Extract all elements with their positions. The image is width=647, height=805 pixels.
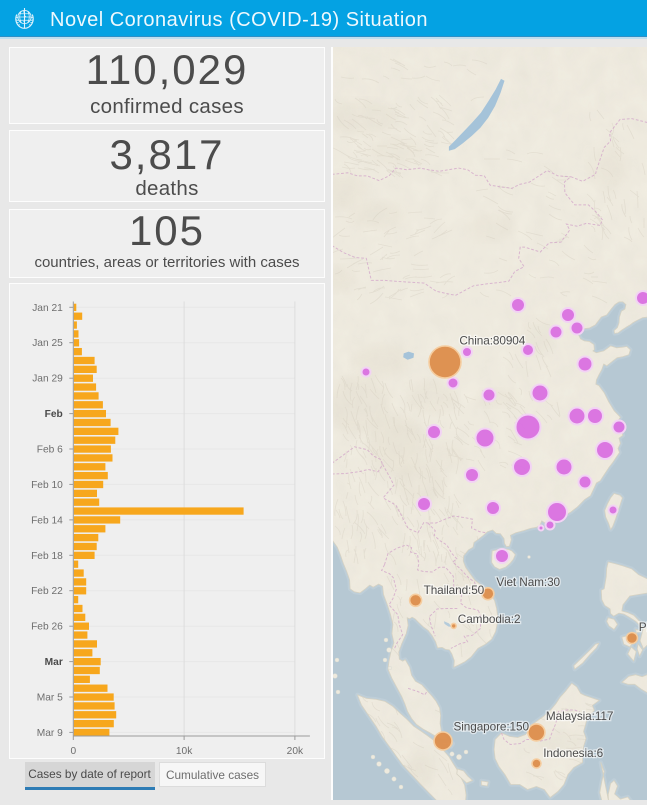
svg-text:Jan 25: Jan 25 xyxy=(32,338,63,349)
svg-text:Feb 10: Feb 10 xyxy=(31,480,63,491)
svg-text:China:80904: China:80904 xyxy=(459,334,525,348)
svg-text:Feb 26: Feb 26 xyxy=(31,622,63,633)
svg-text:Philippines:111: Philippines:111 xyxy=(639,620,647,634)
svg-text:10k: 10k xyxy=(176,746,193,757)
svg-text:20k: 20k xyxy=(287,746,304,757)
svg-text:Feb 18: Feb 18 xyxy=(31,551,63,562)
svg-text:Mar: Mar xyxy=(45,657,63,668)
svg-text:Feb 22: Feb 22 xyxy=(31,586,63,597)
svg-text:Mar 5: Mar 5 xyxy=(37,693,63,704)
svg-text:Viet Nam:30: Viet Nam:30 xyxy=(496,575,560,589)
svg-text:Jan 29: Jan 29 xyxy=(32,374,63,385)
svg-text:Feb 14: Feb 14 xyxy=(31,515,63,526)
svg-text:Malaysia:117: Malaysia:117 xyxy=(546,709,613,723)
svg-text:Feb 6: Feb 6 xyxy=(37,445,63,456)
svg-text:Cambodia:2: Cambodia:2 xyxy=(458,612,521,626)
svg-text:Thailand:50: Thailand:50 xyxy=(424,583,485,597)
svg-text:Mar 9: Mar 9 xyxy=(37,728,63,739)
svg-text:Feb: Feb xyxy=(45,409,63,420)
svg-text:Indonesia:6: Indonesia:6 xyxy=(543,746,603,760)
svg-text:Jan 21: Jan 21 xyxy=(32,303,63,314)
svg-text:0: 0 xyxy=(70,746,76,757)
svg-text:Singapore:150: Singapore:150 xyxy=(454,720,530,734)
